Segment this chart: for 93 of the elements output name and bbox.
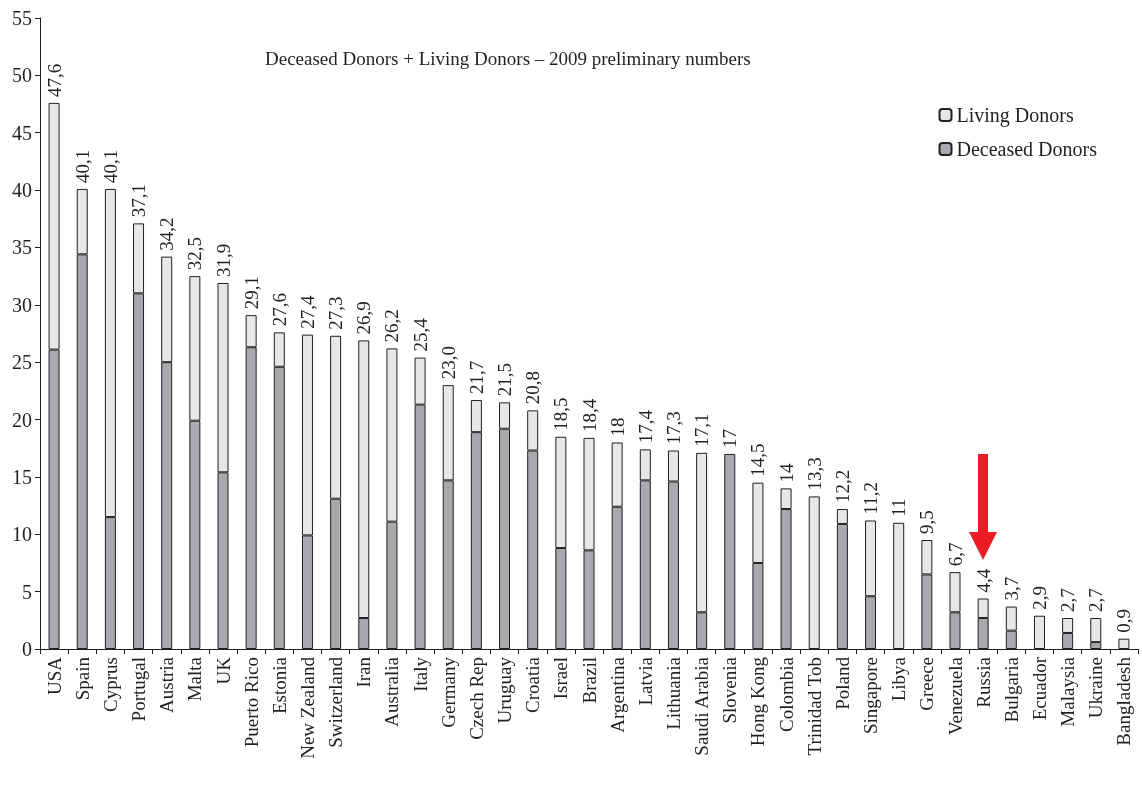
total-label: 17,1	[691, 413, 713, 447]
x-tick-label: Israel	[550, 657, 572, 700]
x-tick-label: Puerto Rico	[240, 657, 262, 748]
x-tick-label: Venezuela	[944, 656, 966, 736]
total-label: 34,2	[156, 217, 178, 251]
total-label: 27,3	[325, 296, 347, 330]
x-tick-label: Trinidad Tob	[803, 657, 825, 756]
x-tick-label: USA	[43, 656, 65, 696]
total-label: 25,4	[409, 317, 431, 352]
x-tick-label: Austria	[156, 656, 178, 713]
y-tick-label: 0	[22, 638, 32, 660]
total-label: 2,9	[1028, 585, 1050, 610]
x-tick-label: Greece	[916, 657, 938, 711]
total-label: 27,6	[268, 293, 290, 327]
x-tick-label: Malaysia	[1057, 656, 1079, 727]
x-tick-label: Switzerland	[325, 656, 347, 748]
y-tick-label: 5	[22, 580, 32, 603]
total-label: 0,9	[1113, 608, 1135, 633]
x-tick-label: UK	[212, 656, 234, 685]
total-label: 26,9	[353, 301, 375, 335]
x-tick-label: Uruguay	[494, 656, 516, 724]
total-label: 17,4	[634, 409, 656, 444]
x-tick-label: New Zealand	[296, 656, 318, 759]
x-tick-label: Argentina	[606, 656, 628, 733]
total-label: 9,5	[916, 510, 938, 535]
total-label: 3,7	[1000, 576, 1022, 601]
legend-label: Living Donors	[956, 104, 1074, 127]
y-tick-label: 35	[12, 236, 32, 259]
x-tick-label: Slovenia	[719, 656, 741, 724]
y-tick-label: 50	[12, 64, 32, 87]
total-label: 31,9	[212, 243, 234, 278]
x-tick-label: Poland	[831, 656, 853, 710]
x-tick-label: Germany	[437, 656, 459, 728]
total-label: 23,0	[437, 345, 459, 380]
total-label: 27,4	[296, 294, 318, 329]
x-tick-label: Australia	[381, 656, 403, 727]
y-tick-label: 10	[12, 523, 32, 546]
y-tick-label: 20	[12, 408, 32, 431]
x-tick-label: Libya	[888, 656, 910, 702]
text: Deceased Donors + Living Donors – 2009 preliminary numbers	[265, 48, 751, 69]
x-tick-label: Russia	[972, 656, 994, 708]
total-label: 11	[888, 498, 910, 517]
x-tick-label: Iran	[353, 656, 375, 688]
total-label: 2,7	[1085, 588, 1107, 613]
total-label: 40,1	[99, 149, 121, 183]
x-tick-label: Brazil	[578, 657, 600, 704]
total-label: 17	[719, 428, 741, 448]
total-label: 18,4	[578, 398, 600, 432]
total-label: 14,5	[747, 443, 769, 477]
y-tick-label: 25	[12, 351, 32, 374]
x-tick-label: Lithuania	[662, 656, 684, 730]
total-label: 26,2	[381, 309, 403, 343]
x-tick-label: Bulgaria	[1000, 656, 1022, 723]
x-tick-label: Saudi Arabia	[691, 656, 713, 756]
x-tick-label: Ukraine	[1085, 657, 1107, 719]
total-label: 18,5	[550, 397, 572, 431]
y-tick-label: 30	[12, 293, 32, 316]
x-tick-label: Cyprus	[99, 657, 121, 712]
total-label: 20,8	[522, 371, 544, 405]
x-tick-label: Bangladesh	[1113, 656, 1135, 746]
x-tick-label: Croatia	[522, 656, 544, 713]
total-label: 12,2	[831, 469, 853, 504]
y-tick-label: 45	[12, 121, 32, 144]
total-label: 11,2	[860, 481, 882, 515]
total-label: 29,1	[240, 275, 262, 310]
y-tick-label: 15	[12, 465, 32, 488]
x-tick-label: Singapore	[860, 657, 882, 735]
total-label: 6,7	[944, 542, 966, 567]
x-tick-label: Italy	[409, 656, 431, 692]
total-label: 17,3	[662, 411, 684, 445]
total-label: 13,3	[803, 457, 825, 491]
total-label: 47,6	[43, 63, 65, 97]
x-tick-label: Latvia	[634, 656, 656, 706]
total-label: 4,4	[972, 568, 994, 593]
x-tick-label: Ecuador	[1028, 656, 1050, 721]
legend-label: Deceased Donors	[956, 138, 1098, 160]
total-label: 14	[775, 462, 797, 483]
total-label: 40,1	[71, 149, 93, 183]
total-label: 2,7	[1057, 588, 1079, 613]
total-label: 21,5	[494, 363, 516, 397]
x-tick-label: Malta	[184, 656, 206, 702]
x-tick-label: Estonia	[268, 656, 290, 714]
x-tick-label: Hong Kong	[747, 656, 769, 747]
y-tick-label: 55	[12, 7, 32, 29]
x-tick-label: Czech Rep	[465, 657, 487, 740]
total-label: 32,5	[184, 236, 206, 271]
total-label: 18	[606, 417, 628, 437]
total-label: 21,7	[465, 360, 487, 395]
y-tick-label: 40	[12, 179, 32, 202]
total-label: 37,1	[128, 184, 150, 218]
x-tick-label: Spain	[71, 656, 93, 701]
x-tick-label: Colombia	[775, 656, 797, 732]
x-tick-label: Portugal	[128, 657, 150, 722]
